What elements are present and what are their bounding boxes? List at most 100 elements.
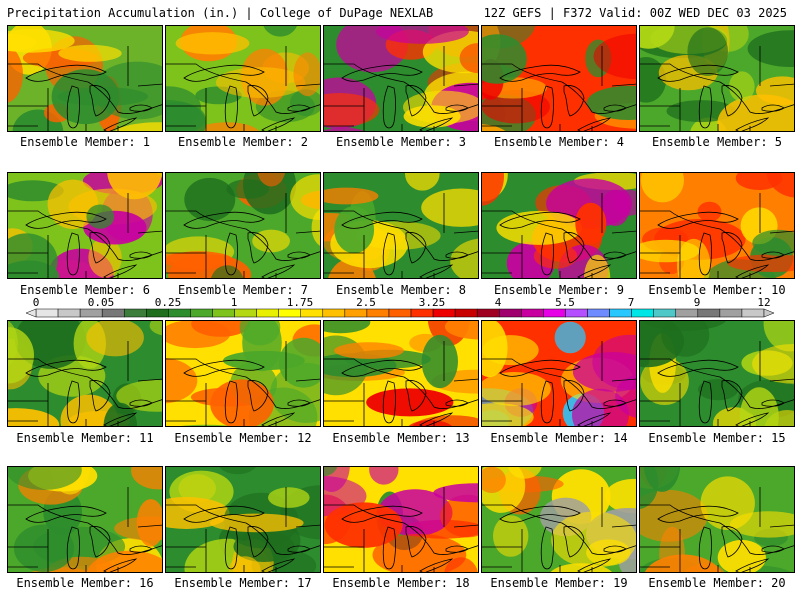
map-outline xyxy=(640,63,794,114)
map-outline xyxy=(405,526,427,558)
map-outline xyxy=(405,380,427,412)
ensemble-member-label: Ensemble Member: 18 xyxy=(332,576,470,590)
colorbar-swatch xyxy=(565,308,588,318)
great-lakes-map xyxy=(324,341,478,426)
map-outline xyxy=(735,558,770,572)
great-lakes-map xyxy=(8,341,162,426)
map-outline xyxy=(224,380,238,424)
header-title: Precipitation Accumulation (in.) | Colle… xyxy=(7,6,434,20)
map-outline xyxy=(698,85,712,129)
ensemble-member-label: Ensemble Member: 7 xyxy=(177,283,309,297)
map-outline xyxy=(261,117,296,131)
colorbar-swatch xyxy=(168,308,191,318)
map-outline xyxy=(721,380,743,412)
precip-contour xyxy=(107,173,162,200)
map-outline xyxy=(137,378,162,382)
map-outline xyxy=(482,63,636,114)
map-outline xyxy=(8,358,162,409)
precip-contour xyxy=(729,511,794,538)
precip-contour xyxy=(356,221,441,250)
map-outline xyxy=(25,64,107,82)
precip-contour xyxy=(459,43,478,74)
precip-contour xyxy=(482,34,527,84)
map-outline xyxy=(224,85,238,129)
map-outline xyxy=(499,505,581,523)
great-lakes-map xyxy=(324,46,478,131)
precip-contour xyxy=(194,122,259,131)
map-outline xyxy=(183,64,265,82)
colorbar-swatch xyxy=(432,308,456,318)
ensemble-map-panel xyxy=(7,320,163,427)
ensemble-member-label: Ensemble Member: 12 xyxy=(174,431,312,445)
precip-map xyxy=(482,173,636,278)
ensemble-member-label: Ensemble Member: 19 xyxy=(490,576,628,590)
precip-contour xyxy=(210,513,304,533)
precip-contour xyxy=(372,278,421,279)
ensemble-map-panel xyxy=(481,172,637,279)
precip-contour xyxy=(640,489,708,542)
map-outline xyxy=(611,378,636,382)
precip-contour xyxy=(324,187,379,205)
precip-contour xyxy=(482,173,504,206)
colorbar-swatch xyxy=(212,308,235,318)
great-lakes-map xyxy=(640,341,794,426)
precip-contour xyxy=(766,173,794,198)
precip-map xyxy=(640,321,794,426)
precip-contour xyxy=(433,483,478,503)
great-lakes-map xyxy=(166,341,320,426)
map-outline xyxy=(103,264,138,278)
run-info: 12Z GEFS | F372 Valid: 00Z WED DEC 03 20… xyxy=(483,6,787,20)
precip-contour xyxy=(717,94,794,131)
precip-contour xyxy=(572,352,636,392)
map-outline xyxy=(540,380,554,424)
precip-contour xyxy=(450,238,478,278)
precip-contour xyxy=(210,379,274,426)
precip-contour xyxy=(403,90,478,124)
precip-contour xyxy=(586,539,631,566)
precip-contour xyxy=(334,206,375,254)
map-outline xyxy=(261,412,296,426)
map-outline xyxy=(295,378,320,382)
precip-contour xyxy=(493,515,529,557)
ensemble-map-panel xyxy=(639,466,795,573)
map-outline xyxy=(166,358,320,409)
map-outline xyxy=(247,232,269,264)
great-lakes-map xyxy=(482,46,636,131)
great-lakes-map xyxy=(482,341,636,426)
precip-contour xyxy=(444,321,478,340)
map-outline xyxy=(577,412,612,426)
ensemble-member-label: Ensemble Member: 6 xyxy=(19,283,151,297)
map-outline xyxy=(341,359,423,377)
map-outline xyxy=(8,63,162,114)
colorbar-swatch xyxy=(322,308,346,318)
great-lakes-map xyxy=(482,487,636,572)
precip-contour xyxy=(687,27,728,76)
map-outline xyxy=(89,380,111,412)
precip-contour xyxy=(640,173,684,203)
colorbar-swatch xyxy=(675,308,699,318)
colorbar-swatch xyxy=(146,308,169,318)
map-outline xyxy=(611,83,636,87)
colorbar-swatch xyxy=(609,308,632,318)
colorbar-tick-label: 9 xyxy=(694,296,701,309)
ensemble-member-label: Ensemble Member: 15 xyxy=(648,431,786,445)
colorbar-tick-label: 7 xyxy=(628,296,635,309)
precip-contour xyxy=(661,321,710,357)
precip-contour xyxy=(482,372,551,406)
map-outline xyxy=(405,85,427,117)
precip-contour xyxy=(8,408,60,426)
colorbar-swatch xyxy=(587,308,610,318)
map-outline xyxy=(419,117,454,131)
colorbar-swatch xyxy=(101,308,125,318)
map-outline xyxy=(721,85,743,117)
colorbar-swatch xyxy=(256,308,279,318)
great-lakes-map xyxy=(640,46,794,131)
precip-map xyxy=(8,26,162,131)
ensemble-member-label: Ensemble Member: 11 xyxy=(16,431,154,445)
ensemble-map-panel xyxy=(323,466,479,573)
map-outline xyxy=(499,64,581,82)
map-outline xyxy=(769,378,794,382)
map-outline xyxy=(540,526,554,570)
ensemble-map-panel xyxy=(323,320,479,427)
map-outline xyxy=(482,504,636,555)
